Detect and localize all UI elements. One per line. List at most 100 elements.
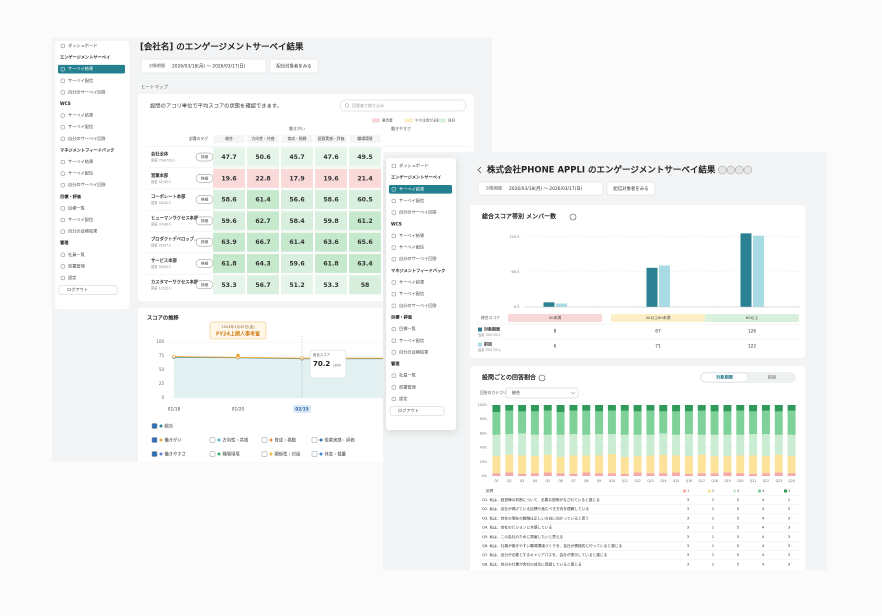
- menu-item[interactable]: 社員一覧: [68, 251, 85, 258]
- detail-label[interactable]: 詳細: [201, 154, 209, 159]
- detail-label[interactable]: 詳細: [201, 282, 209, 287]
- cell-value: 59.6: [221, 218, 236, 225]
- legend-label[interactable]: 職場環境: [223, 451, 241, 458]
- menu-item[interactable]: サーベイ配信: [399, 197, 424, 204]
- period-filter[interactable]: [477, 181, 604, 196]
- tab[interactable]: 対象期間: [715, 374, 733, 381]
- label[interactable]: 総合: [512, 389, 520, 395]
- stack-segment: [556, 473, 565, 476]
- menu-heading: 目標・評価: [60, 193, 82, 200]
- menu-item[interactable]: 自分の目標結果: [68, 228, 98, 235]
- legend-label[interactable]: 育成・挑戦: [275, 437, 297, 444]
- menu-item[interactable]: 目標一覧: [399, 325, 416, 332]
- menu-item[interactable]: サーベイ配信: [399, 337, 424, 344]
- menu-item[interactable]: サーベイ結果: [399, 232, 425, 239]
- row-sub: 回答 40/42人: [151, 200, 172, 205]
- checkbox[interactable]: [151, 423, 158, 429]
- button-label[interactable]: 配信対象者をみる: [613, 185, 648, 192]
- detail-label[interactable]: 詳細: [201, 239, 209, 244]
- legend-label[interactable]: 働きやすさ: [165, 451, 186, 458]
- detail-label[interactable]: 詳細: [201, 218, 209, 223]
- stack-segment: [607, 453, 616, 474]
- menu-item[interactable]: ダッシュボード: [399, 162, 428, 169]
- menu-heading: マネジメントフィードバック: [391, 267, 445, 274]
- button-label[interactable]: 配信対象者をみる: [276, 63, 311, 70]
- period-filter[interactable]: [140, 58, 267, 74]
- logout-button[interactable]: [58, 285, 118, 295]
- menu-item[interactable]: サーベイ結果: [68, 112, 94, 119]
- legend-label[interactable]: 関係性・対話: [275, 451, 301, 458]
- detail-label[interactable]: 詳細: [201, 175, 209, 180]
- checkbox[interactable]: [261, 437, 268, 443]
- menu-item[interactable]: 自分のサーベイ回答: [399, 302, 438, 309]
- target-button[interactable]: [606, 181, 656, 196]
- menu-item[interactable]: サーベイ結果: [399, 185, 425, 192]
- menu-item[interactable]: ダッシュボード: [68, 42, 97, 49]
- cell-value: 59.6: [289, 261, 304, 268]
- legend-label[interactable]: 総合: [165, 423, 174, 430]
- menu-item[interactable]: 部署管理: [399, 383, 417, 390]
- y-tick-label: 25: [159, 381, 165, 386]
- stack-segment: [518, 473, 527, 476]
- menu-item[interactable]: サーベイ結果: [68, 158, 94, 165]
- menu-item[interactable]: 目標一覧: [68, 204, 85, 211]
- count: 4: [762, 497, 765, 502]
- icon: [60, 159, 65, 165]
- menu-item[interactable]: 設定: [68, 274, 76, 281]
- menu-item[interactable]: サーベイ配信: [68, 77, 93, 84]
- checkbox[interactable]: [311, 437, 318, 443]
- menu-item[interactable]: サーベイ配信: [399, 290, 424, 297]
- checkbox[interactable]: [209, 437, 216, 443]
- legend-label[interactable]: 方向性・共感: [223, 437, 249, 444]
- logout-label[interactable]: ログアウト: [67, 286, 88, 293]
- checkbox[interactable]: [209, 451, 216, 457]
- menu-item[interactable]: サーベイ結果: [68, 65, 94, 72]
- active-item: [389, 185, 452, 194]
- menu-item[interactable]: サーベイ配信: [68, 170, 93, 177]
- legend-label[interactable]: 役割実感・評価: [325, 437, 356, 444]
- detail-label[interactable]: 詳細: [201, 261, 209, 266]
- stack-segment: [697, 473, 706, 476]
- cell-value: 58.6: [221, 197, 236, 204]
- detail-label[interactable]: 詳細: [201, 197, 209, 202]
- count: 5: [737, 552, 740, 557]
- legend-dot: [217, 438, 221, 442]
- menu-item[interactable]: 社員一覧: [399, 372, 416, 379]
- count: 4: [762, 525, 765, 530]
- menu-item[interactable]: 自分のサーベイ回答: [399, 209, 438, 216]
- column-header: 役割実感・評価: [318, 136, 345, 141]
- checkbox[interactable]: [151, 437, 158, 443]
- checkbox[interactable]: [311, 451, 318, 457]
- label: 設問のアコリ単位で平均スコアの状態を確認できます。: [150, 102, 282, 110]
- logout-label[interactable]: ログアウト: [398, 407, 419, 414]
- stack-segment: [774, 434, 783, 455]
- target-button[interactable]: [269, 58, 319, 74]
- menu-item[interactable]: サーベイ配信: [68, 123, 93, 130]
- menu-item[interactable]: サーベイ配信: [399, 244, 424, 251]
- stack-segment: [530, 456, 539, 474]
- menu-item[interactable]: 自分のサーベイ回答: [68, 88, 107, 95]
- stack-segment: [787, 456, 796, 474]
- x-tick-label: Q18: [711, 479, 717, 483]
- menu-item[interactable]: サーベイ配信: [68, 216, 93, 223]
- legend-dot: [269, 452, 273, 456]
- menu-item[interactable]: サーベイ結果: [399, 279, 425, 286]
- menu-item[interactable]: 部署管理: [68, 262, 86, 269]
- stack-segment: [556, 456, 565, 474]
- menu-item[interactable]: 設定: [399, 395, 407, 402]
- x-tick-label: Q21: [750, 479, 756, 483]
- menu-item[interactable]: 自分のサーベイ回答: [68, 135, 107, 142]
- menu-item[interactable]: 自分の目標結果: [399, 348, 429, 355]
- menu-item[interactable]: 自分のサーベイ回答: [68, 181, 107, 188]
- x-tick-label: Q20: [737, 479, 743, 483]
- checkbox[interactable]: [261, 451, 268, 457]
- tab[interactable]: 前回: [768, 374, 776, 381]
- menu-item[interactable]: 自分のサーベイ回答: [399, 255, 438, 262]
- logout-button[interactable]: [389, 406, 445, 416]
- legend-label[interactable]: 休息・裁量: [325, 451, 347, 458]
- search-box[interactable]: [339, 99, 467, 112]
- legend-label[interactable]: 働きがい: [165, 437, 182, 444]
- checkbox[interactable]: [151, 451, 158, 457]
- cell-value: 65.6: [357, 239, 372, 246]
- dropdown[interactable]: [505, 387, 579, 399]
